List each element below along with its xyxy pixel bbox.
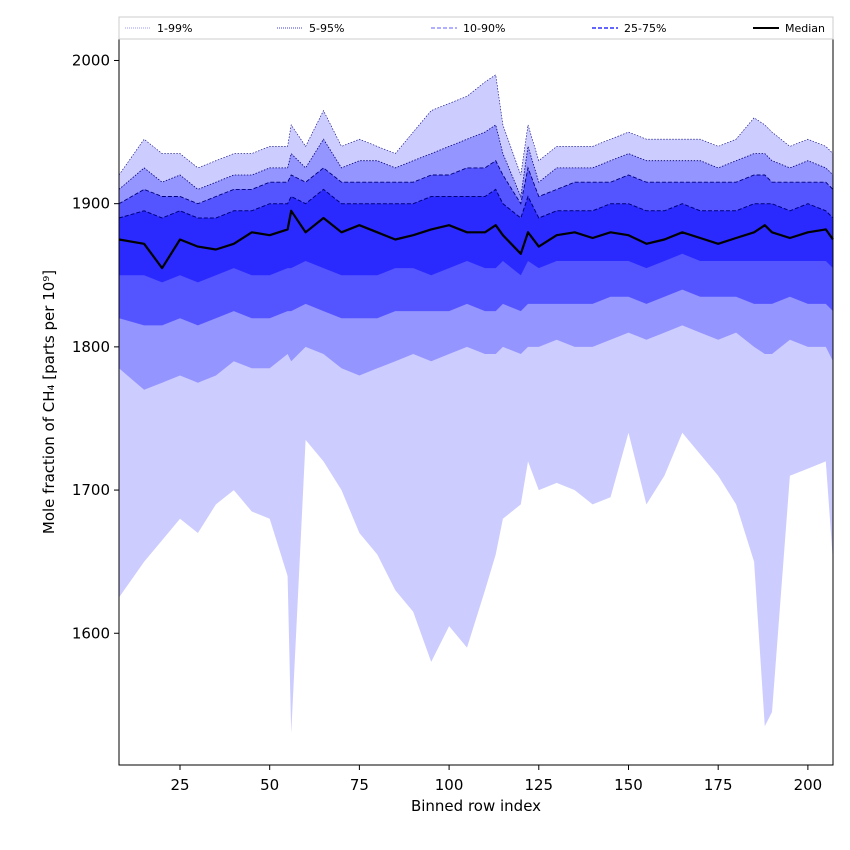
legend: 1-99% 5-95% 10-90% 25-75% Median xyxy=(118,16,834,40)
x-tick-label: 150 xyxy=(614,776,643,794)
legend-label: 5-95% xyxy=(309,22,344,35)
y-tick-label: 2000 xyxy=(72,51,110,69)
x-tick-label: 100 xyxy=(435,776,464,794)
percentile-bands xyxy=(118,74,834,734)
y-tick-label: 1700 xyxy=(72,481,110,499)
band-upper-edge-1-99- xyxy=(118,74,834,176)
band-25-75- xyxy=(119,189,833,283)
median-line xyxy=(118,209,834,270)
x-axis: 25 50 75 100 125 150 175 200 xyxy=(170,765,822,794)
y-tick-label: 1800 xyxy=(72,338,110,356)
y-tick-label: 1900 xyxy=(72,195,110,213)
y-axis: 1600 1700 1800 1900 2000 xyxy=(72,51,119,642)
x-tick-label: 200 xyxy=(794,776,823,794)
y-tick-label: 1600 xyxy=(72,624,110,642)
median-layer xyxy=(118,209,834,270)
band-upper-edge-25-75- xyxy=(118,188,834,219)
x-tick-label: 175 xyxy=(704,776,733,794)
x-tick-label: 125 xyxy=(524,776,553,794)
x-tick-label: 50 xyxy=(260,776,279,794)
legend-label: 10-90% xyxy=(463,22,505,35)
x-tick-label: 75 xyxy=(350,776,369,794)
legend-label: 25-75% xyxy=(624,22,666,35)
y-axis-label: Mole fraction of CH₄ [parts per 10⁹] xyxy=(40,270,58,534)
x-tick-label: 25 xyxy=(170,776,189,794)
legend-label: 1-99% xyxy=(157,22,192,35)
legend-box xyxy=(118,16,834,40)
legend-label: Median xyxy=(785,22,825,35)
band-upper-edge-10-90- xyxy=(118,160,834,205)
x-axis-label: Binned row index xyxy=(411,797,541,815)
